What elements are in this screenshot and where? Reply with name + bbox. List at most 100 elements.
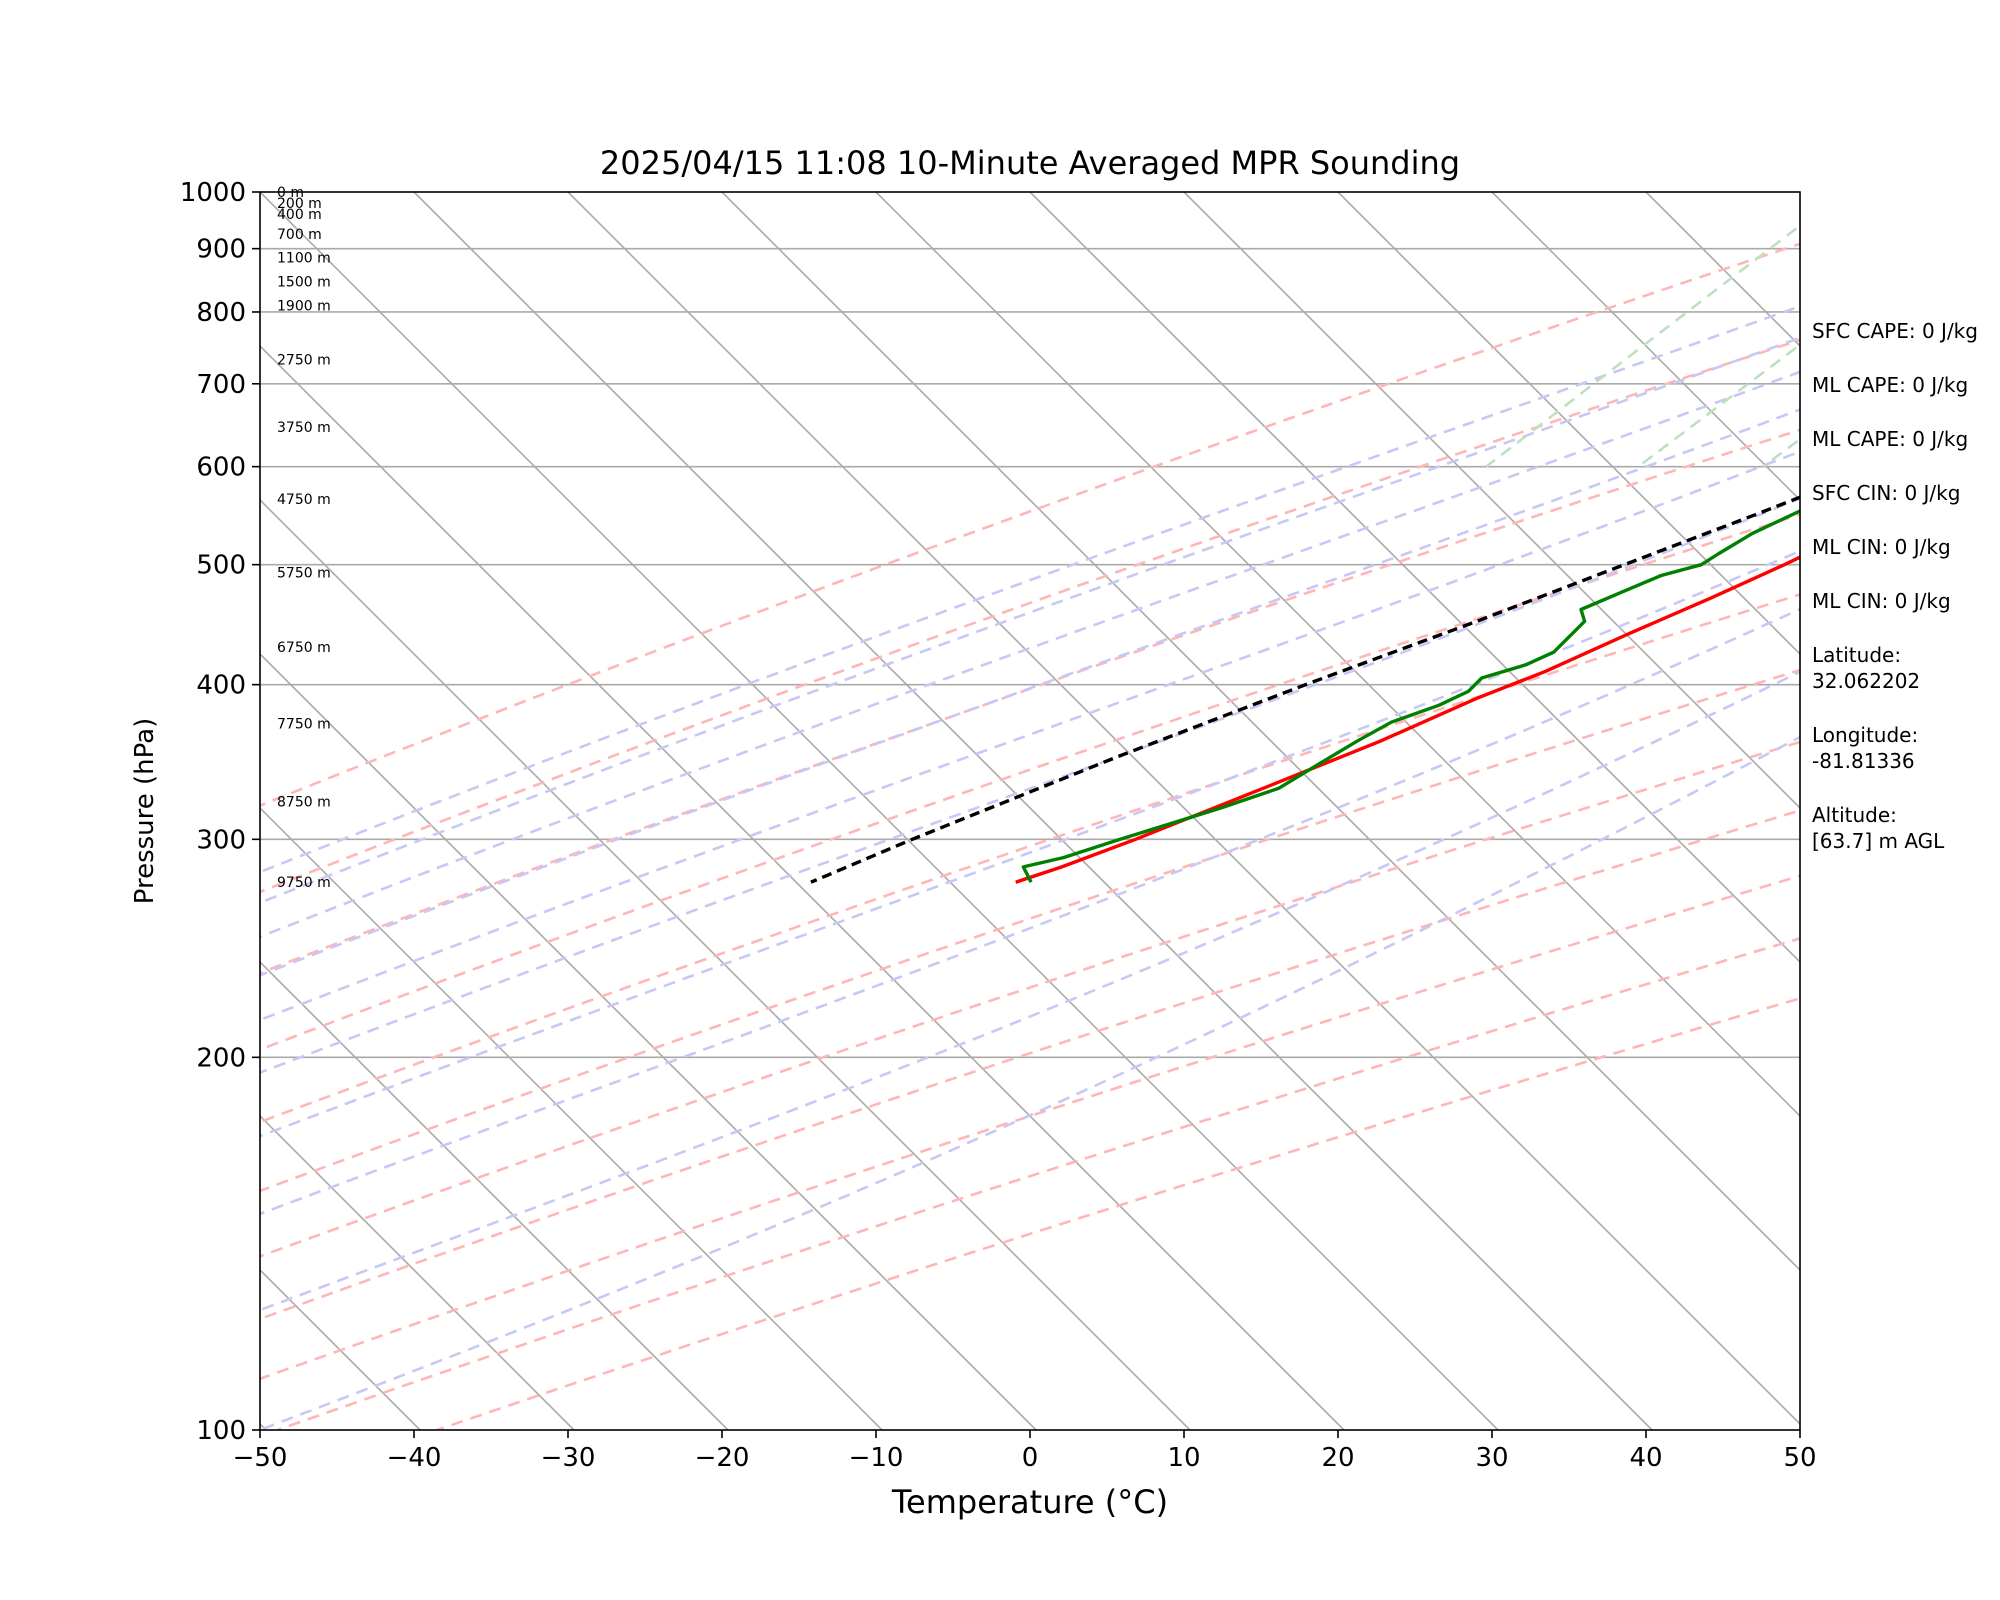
height-label: 7750 m <box>277 717 331 733</box>
dry-adiabat-line <box>260 428 1800 975</box>
y-tick-label: 800 <box>196 298 246 328</box>
moist-adiabat-line <box>260 735 1800 1430</box>
x-tick-label: 0 <box>1022 1443 1039 1473</box>
x-axis-label: Temperature (°C) <box>891 1483 1168 1521</box>
isotherm-line <box>875 192 1800 1118</box>
isotherm-line <box>1029 192 1800 964</box>
height-label: 9750 m <box>277 875 331 891</box>
annotation-item: SFC CAPE: 0 J/kg <box>1812 318 1978 344</box>
height-label: 200 m <box>277 196 322 212</box>
annotation-text: SFC CIN: 0 J/kg <box>1812 481 1961 505</box>
mixing-ratio-line <box>1485 224 1800 468</box>
y-tick-label: 100 <box>196 1416 246 1446</box>
dry-adiabat-line <box>276 937 1800 1430</box>
y-tick-label: 400 <box>196 671 246 701</box>
height-label: 400 m <box>277 207 322 223</box>
moist-adiabat-line <box>260 336 1800 905</box>
annotation-item: ML CAPE: 0 J/kg <box>1812 426 1968 452</box>
moist-adiabat-line <box>260 370 1800 939</box>
moist-adiabat-line <box>260 497 1800 1075</box>
dry-adiabat-line <box>260 338 1800 894</box>
annotation-text: Latitude: <box>1812 643 1902 667</box>
x-tick-label: 50 <box>1783 1443 1816 1473</box>
dry-adiabat-line <box>260 740 1800 1258</box>
annotation-text: SFC CAPE: 0 J/kg <box>1812 319 1978 343</box>
x-tick-label: −30 <box>541 1443 596 1473</box>
isotherm-line <box>0 192 112 1430</box>
y-tick-label: 300 <box>196 825 246 855</box>
isotherm-line <box>260 192 1499 1430</box>
dry-adiabat-line <box>260 242 1800 808</box>
annotation-text: Longitude: <box>1812 723 1919 747</box>
height-label: 0 m <box>277 185 304 201</box>
moist-adiabat-line <box>260 607 1800 1216</box>
isotherm-line <box>1491 192 1800 502</box>
annotation-text: 32.062202 <box>1812 669 1921 693</box>
x-tick-label: −40 <box>387 1443 442 1473</box>
annotation-text: ML CAPE: 0 J/kg <box>1812 427 1969 451</box>
height-label: 5750 m <box>277 565 331 581</box>
isotherm-line <box>260 806 883 1430</box>
annotation-text: ML CAPE: 0 J/kg <box>1812 373 1969 397</box>
annotation-text: Altitude: <box>1812 803 1897 827</box>
isotherm-line <box>260 960 729 1430</box>
dry-adiabat-line <box>260 874 1800 1381</box>
moist-adiabat-line <box>260 408 1800 977</box>
parcel-profile-line <box>810 495 1800 884</box>
x-tick-label: 10 <box>1167 1443 1200 1473</box>
y-tick-label: 1000 <box>180 178 246 208</box>
annotation-text: ML CIN: 0 J/kg <box>1812 589 1951 613</box>
dry-adiabat-line <box>260 668 1800 1193</box>
moist-adiabat-line <box>260 450 1800 1022</box>
isotherm-line <box>1337 192 1800 656</box>
moist-adiabat-line <box>260 304 1800 874</box>
height-label: 3750 m <box>277 420 331 436</box>
isotherm-line <box>1183 192 1800 810</box>
height-label: 6750 m <box>277 640 331 656</box>
mixing-ratio-line <box>1637 343 1800 468</box>
x-tick-label: 30 <box>1475 1443 1508 1473</box>
x-tick-label: −10 <box>849 1443 904 1473</box>
annotation-item: Longitude: -81.81336 <box>1812 722 1918 774</box>
y-tick-label: 600 <box>196 453 246 483</box>
moist-adiabat-line <box>260 670 1800 1312</box>
y-axis-label: Pressure (hPa) <box>130 718 160 905</box>
height-label: 1100 m <box>277 251 331 267</box>
y-tick-label: 700 <box>196 370 246 400</box>
dry-adiabat-line <box>260 593 1800 1124</box>
annotation-item: ML CIN: 0 J/kg <box>1812 588 1951 614</box>
height-label: 1500 m <box>277 274 331 290</box>
y-tick-label: 200 <box>196 1043 246 1073</box>
annotation-item: Latitude: 32.062202 <box>1812 642 1920 694</box>
height-label: 8750 m <box>277 794 331 810</box>
height-label: 2750 m <box>277 353 331 369</box>
isotherm-line <box>260 344 1345 1430</box>
moist-adiabat-line <box>260 549 1800 1138</box>
annotation-item: ML CIN: 0 J/kg <box>1812 534 1951 560</box>
x-tick-label: 20 <box>1321 1443 1354 1473</box>
y-tick-label: 500 <box>196 551 246 581</box>
annotation-item: SFC CIN: 0 J/kg <box>1812 480 1960 506</box>
x-tick-label: −20 <box>695 1443 750 1473</box>
dry-adiabat-line <box>260 809 1800 1321</box>
height-label: 1900 m <box>277 298 331 314</box>
isotherm-line <box>260 498 1191 1430</box>
dry-adiabat-line <box>260 513 1800 1051</box>
dewpoint-profile-line <box>1021 509 1800 883</box>
height-label: 4750 m <box>277 492 331 508</box>
dry-adiabat-line <box>436 997 1800 1430</box>
height-label: 700 m <box>277 227 322 243</box>
isotherm-line <box>721 192 1800 1272</box>
isotherm-line <box>567 192 1800 1426</box>
annotation-item: Altitude: [63.7] m AGL <box>1812 802 1944 854</box>
annotation-text: [63.7] m AGL <box>1812 829 1945 853</box>
annotation-text: ML CIN: 0 J/kg <box>1812 535 1951 559</box>
x-tick-label: 40 <box>1629 1443 1662 1473</box>
temperature-profile-line <box>1015 555 1800 884</box>
annotation-item: ML CAPE: 0 J/kg <box>1812 372 1968 398</box>
annotation-text: -81.81336 <box>1812 749 1915 773</box>
y-tick-label: 900 <box>196 235 246 265</box>
isotherm-line <box>260 1114 575 1430</box>
chart-title: 2025/04/15 11:08 10-Minute Averaged MPR … <box>600 144 1460 182</box>
